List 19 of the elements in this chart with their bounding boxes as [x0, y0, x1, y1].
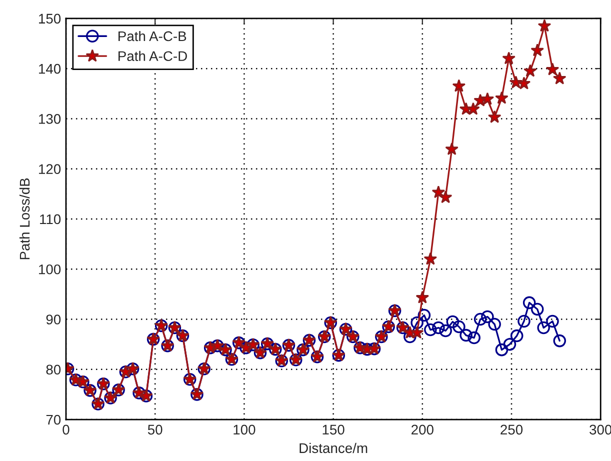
y-tick-label: 140 — [39, 64, 61, 74]
y-tick-label: 130 — [39, 114, 61, 124]
y-axis-title: Path Loss/dB — [19, 178, 30, 260]
y-tick-label: 80 — [46, 364, 61, 375]
y-tick-label: 110 — [40, 214, 61, 224]
y-tick-label: 100 — [39, 264, 61, 274]
x-tick-label: 250 — [500, 424, 523, 435]
legend-label: Path A-C-D — [118, 50, 187, 62]
x-tick-label: 0 — [62, 424, 70, 435]
legend-label: Path A-C-B — [118, 30, 186, 42]
x-tick-label: 200 — [412, 424, 434, 435]
x-tick-label: 50 — [148, 424, 162, 435]
x-tick-label: 100 — [234, 424, 256, 435]
x-tick-label: 150 — [322, 424, 344, 435]
x-axis-title: Distance/m — [300, 442, 368, 454]
y-tick-label: 120 — [39, 164, 61, 174]
y-tick-label: 70 — [46, 414, 61, 425]
y-tick-label: 90 — [46, 314, 61, 324]
y-tick-label: 150 — [39, 14, 61, 24]
